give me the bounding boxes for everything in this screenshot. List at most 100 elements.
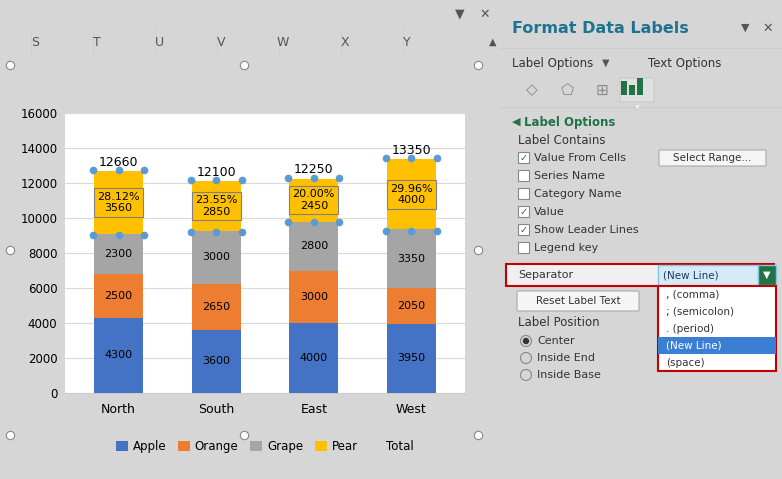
Bar: [518, 152, 529, 163]
Bar: [637, 78, 643, 95]
Bar: [518, 206, 529, 217]
Text: ; (semicolon): ; (semicolon): [666, 307, 734, 317]
Text: Label Position: Label Position: [518, 317, 600, 330]
Text: 28.12%
3560: 28.12% 3560: [97, 192, 140, 214]
FancyBboxPatch shape: [659, 150, 766, 166]
Text: 2650: 2650: [203, 302, 230, 312]
Text: W: W: [277, 35, 289, 48]
Text: ▲: ▲: [489, 37, 497, 47]
FancyBboxPatch shape: [620, 78, 654, 102]
Text: Legend key: Legend key: [534, 243, 598, 253]
Text: V: V: [217, 35, 225, 48]
Text: T: T: [93, 35, 101, 48]
Text: ✓: ✓: [519, 225, 528, 235]
Text: Select Range...: Select Range...: [673, 153, 752, 163]
Bar: [518, 242, 529, 253]
Bar: [387, 229, 436, 288]
Bar: [289, 179, 338, 221]
Text: ⊞: ⊞: [596, 82, 608, 98]
Text: Value From Cells: Value From Cells: [534, 153, 626, 163]
Text: Format Data Labels: Format Data Labels: [512, 21, 689, 35]
Text: Inside End: Inside End: [537, 353, 595, 363]
Text: 20.00%
2450: 20.00% 2450: [292, 189, 335, 211]
Text: ◀: ◀: [512, 117, 521, 127]
Text: 12100: 12100: [196, 166, 236, 179]
Text: ◇: ◇: [526, 82, 538, 98]
Text: 29.96%
4000: 29.96% 4000: [390, 183, 432, 205]
Text: ▼: ▼: [763, 270, 771, 280]
Text: Value: Value: [534, 207, 565, 217]
Text: Category Name: Category Name: [534, 189, 622, 199]
Bar: [518, 224, 529, 235]
Bar: [192, 231, 241, 284]
Bar: [658, 286, 776, 371]
Text: (New Line): (New Line): [666, 341, 722, 351]
Bar: [95, 171, 143, 234]
Bar: [192, 284, 241, 330]
Bar: [95, 234, 143, 274]
Text: S: S: [31, 35, 39, 48]
Text: Center: Center: [537, 336, 575, 346]
Text: ✓: ✓: [519, 207, 528, 217]
Bar: [289, 323, 338, 393]
Bar: [518, 188, 529, 199]
Bar: [387, 288, 436, 324]
Text: (space): (space): [666, 357, 705, 367]
Text: Show Leader Lines: Show Leader Lines: [534, 225, 639, 235]
Text: 4300: 4300: [105, 350, 133, 360]
Text: 3600: 3600: [203, 356, 230, 366]
Text: 4000: 4000: [300, 353, 328, 363]
Bar: [629, 85, 635, 95]
Text: 3000: 3000: [203, 252, 230, 262]
Text: 23.55%
2850: 23.55% 2850: [195, 195, 238, 217]
Text: ✕: ✕: [479, 8, 490, 21]
Text: 13350: 13350: [392, 144, 431, 157]
Bar: [621, 81, 627, 95]
Text: Separator: Separator: [518, 270, 573, 280]
Text: 2500: 2500: [105, 291, 133, 301]
Text: X: X: [341, 35, 350, 48]
Text: Inside Base: Inside Base: [537, 370, 601, 380]
Bar: [192, 330, 241, 393]
Text: ⬠: ⬠: [561, 82, 574, 98]
Bar: [387, 160, 436, 229]
Bar: [506, 264, 774, 286]
Bar: [192, 181, 241, 231]
Text: 3950: 3950: [397, 354, 425, 364]
Bar: [289, 221, 338, 271]
Text: ✓: ✓: [519, 153, 528, 163]
Bar: [658, 337, 776, 354]
Bar: [95, 318, 143, 393]
Text: 12250: 12250: [294, 163, 334, 176]
Bar: [518, 170, 529, 181]
Bar: [95, 274, 143, 318]
Text: 12660: 12660: [99, 156, 138, 169]
Text: Y: Y: [404, 35, 411, 48]
Text: Label Contains: Label Contains: [518, 134, 605, 147]
Text: ✕: ✕: [762, 22, 773, 34]
Bar: [758, 265, 776, 285]
Bar: [289, 271, 338, 323]
Text: , (comma): , (comma): [666, 289, 719, 299]
Text: U: U: [154, 35, 163, 48]
Bar: [658, 265, 758, 285]
Text: Label Options: Label Options: [524, 115, 615, 128]
Text: ▼: ▼: [741, 23, 749, 33]
Text: 2300: 2300: [105, 249, 133, 259]
Text: 3350: 3350: [397, 254, 425, 263]
Legend: Apple, Orange, Grape, Pear, Total: Apple, Orange, Grape, Pear, Total: [112, 435, 418, 458]
Bar: [387, 324, 436, 393]
Text: Label Options: Label Options: [512, 57, 594, 69]
Text: 2800: 2800: [300, 241, 328, 251]
Text: Text Options: Text Options: [648, 57, 721, 69]
Text: 3000: 3000: [300, 292, 328, 302]
Text: ▼: ▼: [455, 8, 465, 21]
Circle shape: [523, 339, 529, 343]
Text: (New Line): (New Line): [663, 270, 719, 280]
Text: Series Name: Series Name: [534, 171, 604, 181]
Text: ▼: ▼: [602, 58, 609, 68]
Text: Reset Label Text: Reset Label Text: [536, 296, 620, 306]
Text: . (period): . (period): [666, 323, 714, 333]
FancyBboxPatch shape: [517, 291, 639, 311]
Text: 2050: 2050: [397, 301, 425, 311]
